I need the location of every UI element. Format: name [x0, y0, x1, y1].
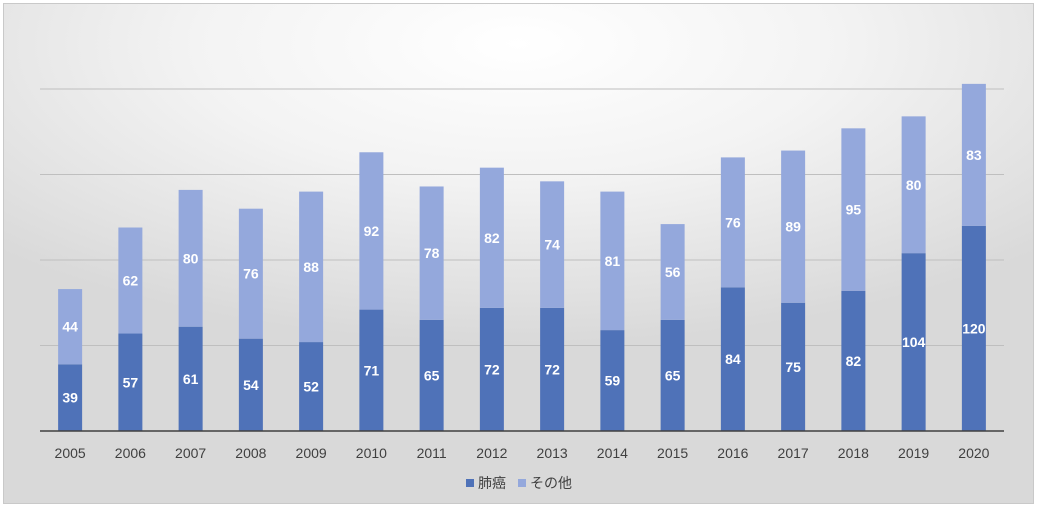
x-tick-label-2008: 2008 — [235, 445, 266, 461]
data-label-lung-cancer-2016: 84 — [725, 351, 741, 367]
x-tick-label-2017: 2017 — [778, 445, 809, 461]
data-label-other-2013: 74 — [544, 237, 560, 253]
bar-other-2014 — [600, 191, 625, 331]
x-tick-label-2018: 2018 — [838, 445, 869, 461]
x-tick-labels: 2005 2006 2007 2008 2009 2010 2011 2012 2013 2014… — [55, 445, 990, 461]
x-tick-label-2016: 2016 — [717, 445, 748, 461]
legend: 肺癌 その他 — [466, 475, 572, 491]
bar-lung-cancer-2018 — [841, 290, 866, 431]
data-label-other-2007: 80 — [183, 250, 199, 266]
bar-other-2006 — [118, 227, 143, 334]
x-tick-label-2011: 2011 — [417, 445, 447, 461]
bar-other-2009 — [299, 191, 324, 343]
legend-label-lung-cancer: 肺癌 — [478, 475, 506, 491]
bar-other-2018 — [841, 128, 866, 291]
bar-lung-cancer-2012 — [479, 307, 504, 431]
x-tick-label-2006: 2006 — [115, 445, 146, 461]
data-label-other-2018: 95 — [846, 202, 862, 218]
bar-other-2008 — [238, 208, 263, 339]
data-label-other-2009: 88 — [303, 259, 319, 275]
bar-lung-cancer-2019 — [901, 253, 926, 431]
data-label-other-2017: 89 — [785, 219, 801, 235]
x-tick-label-2009: 2009 — [296, 445, 327, 461]
bar-lung-cancer-2015 — [660, 319, 685, 431]
bar-lung-cancer-2007 — [178, 326, 203, 431]
data-label-other-2020: 83 — [966, 147, 982, 163]
data-label-lung-cancer-2008: 54 — [243, 377, 259, 393]
data-label-lung-cancer-2007: 61 — [183, 371, 199, 387]
bar-lung-cancer-2008 — [238, 338, 263, 431]
data-label-lung-cancer-2005: 39 — [62, 390, 78, 406]
data-label-lung-cancer-2012: 72 — [484, 361, 500, 377]
x-tick-label-2005: 2005 — [55, 445, 86, 461]
legend-swatch-other — [518, 479, 526, 487]
bar-lung-cancer-2016 — [720, 287, 745, 431]
bar-other-2005 — [58, 289, 83, 365]
bar-other-2012 — [479, 167, 504, 308]
data-label-lung-cancer-2013: 72 — [544, 361, 560, 377]
x-tick-label-2013: 2013 — [537, 445, 568, 461]
bars — [58, 83, 986, 431]
bar-lung-cancer-2009 — [299, 342, 324, 431]
data-label-lung-cancer-2017: 75 — [785, 359, 801, 375]
data-label-other-2014: 81 — [605, 253, 621, 269]
bar-lung-cancer-2017 — [781, 302, 806, 431]
x-tick-label-2010: 2010 — [356, 445, 387, 461]
bar-other-2015 — [660, 224, 685, 320]
data-label-lung-cancer-2015: 65 — [665, 367, 681, 383]
data-label-other-2005: 44 — [62, 319, 78, 335]
data-label-lung-cancer-2009: 52 — [303, 379, 319, 395]
bar-lung-cancer-2005 — [58, 364, 83, 431]
data-label-lung-cancer-2006: 57 — [123, 374, 139, 390]
bar-lung-cancer-2013 — [540, 307, 565, 431]
bar-lung-cancer-2006 — [118, 333, 143, 431]
bar-other-2007 — [178, 189, 203, 327]
x-tick-label-2014: 2014 — [597, 445, 628, 461]
x-tick-label-2007: 2007 — [175, 445, 206, 461]
bar-lung-cancer-2020 — [961, 225, 986, 431]
bar-other-2020 — [961, 83, 986, 226]
data-label-other-2015: 56 — [665, 264, 681, 280]
x-tick-label-2012: 2012 — [476, 445, 507, 461]
bar-other-2013 — [540, 181, 565, 308]
bar-other-2017 — [781, 150, 806, 303]
data-labels: 39 44 57 62 61 80 54 76 52 88 71 92 65 78 72 82 72 74 59 81… — [62, 147, 985, 406]
data-label-other-2008: 76 — [243, 266, 259, 282]
bar-other-2016 — [720, 157, 745, 288]
legend-label-other: その他 — [530, 475, 572, 491]
bar-other-2010 — [359, 152, 384, 310]
legend-swatch-lung-cancer — [466, 479, 474, 487]
data-label-other-2012: 82 — [484, 230, 500, 246]
data-label-lung-cancer-2011: 65 — [424, 367, 440, 383]
data-label-lung-cancer-2018: 82 — [846, 353, 862, 369]
bar-other-2019 — [901, 116, 926, 254]
data-label-lung-cancer-2019: 104 — [902, 334, 926, 350]
x-tick-label-2015: 2015 — [657, 445, 688, 461]
bar-lung-cancer-2014 — [600, 330, 625, 431]
x-tick-label-2020: 2020 — [958, 445, 989, 461]
data-label-other-2016: 76 — [725, 214, 741, 230]
bar-other-2011 — [419, 186, 444, 320]
data-label-other-2006: 62 — [123, 273, 139, 289]
bar-lung-cancer-2010 — [359, 309, 384, 431]
data-label-lung-cancer-2014: 59 — [605, 373, 621, 389]
bar-lung-cancer-2011 — [419, 319, 444, 431]
data-label-other-2010: 92 — [364, 223, 380, 239]
data-label-other-2011: 78 — [424, 245, 440, 261]
data-label-lung-cancer-2010: 71 — [364, 362, 380, 378]
data-label-lung-cancer-2020: 120 — [962, 320, 986, 336]
x-tick-label-2019: 2019 — [898, 445, 929, 461]
data-label-other-2019: 80 — [906, 177, 922, 193]
